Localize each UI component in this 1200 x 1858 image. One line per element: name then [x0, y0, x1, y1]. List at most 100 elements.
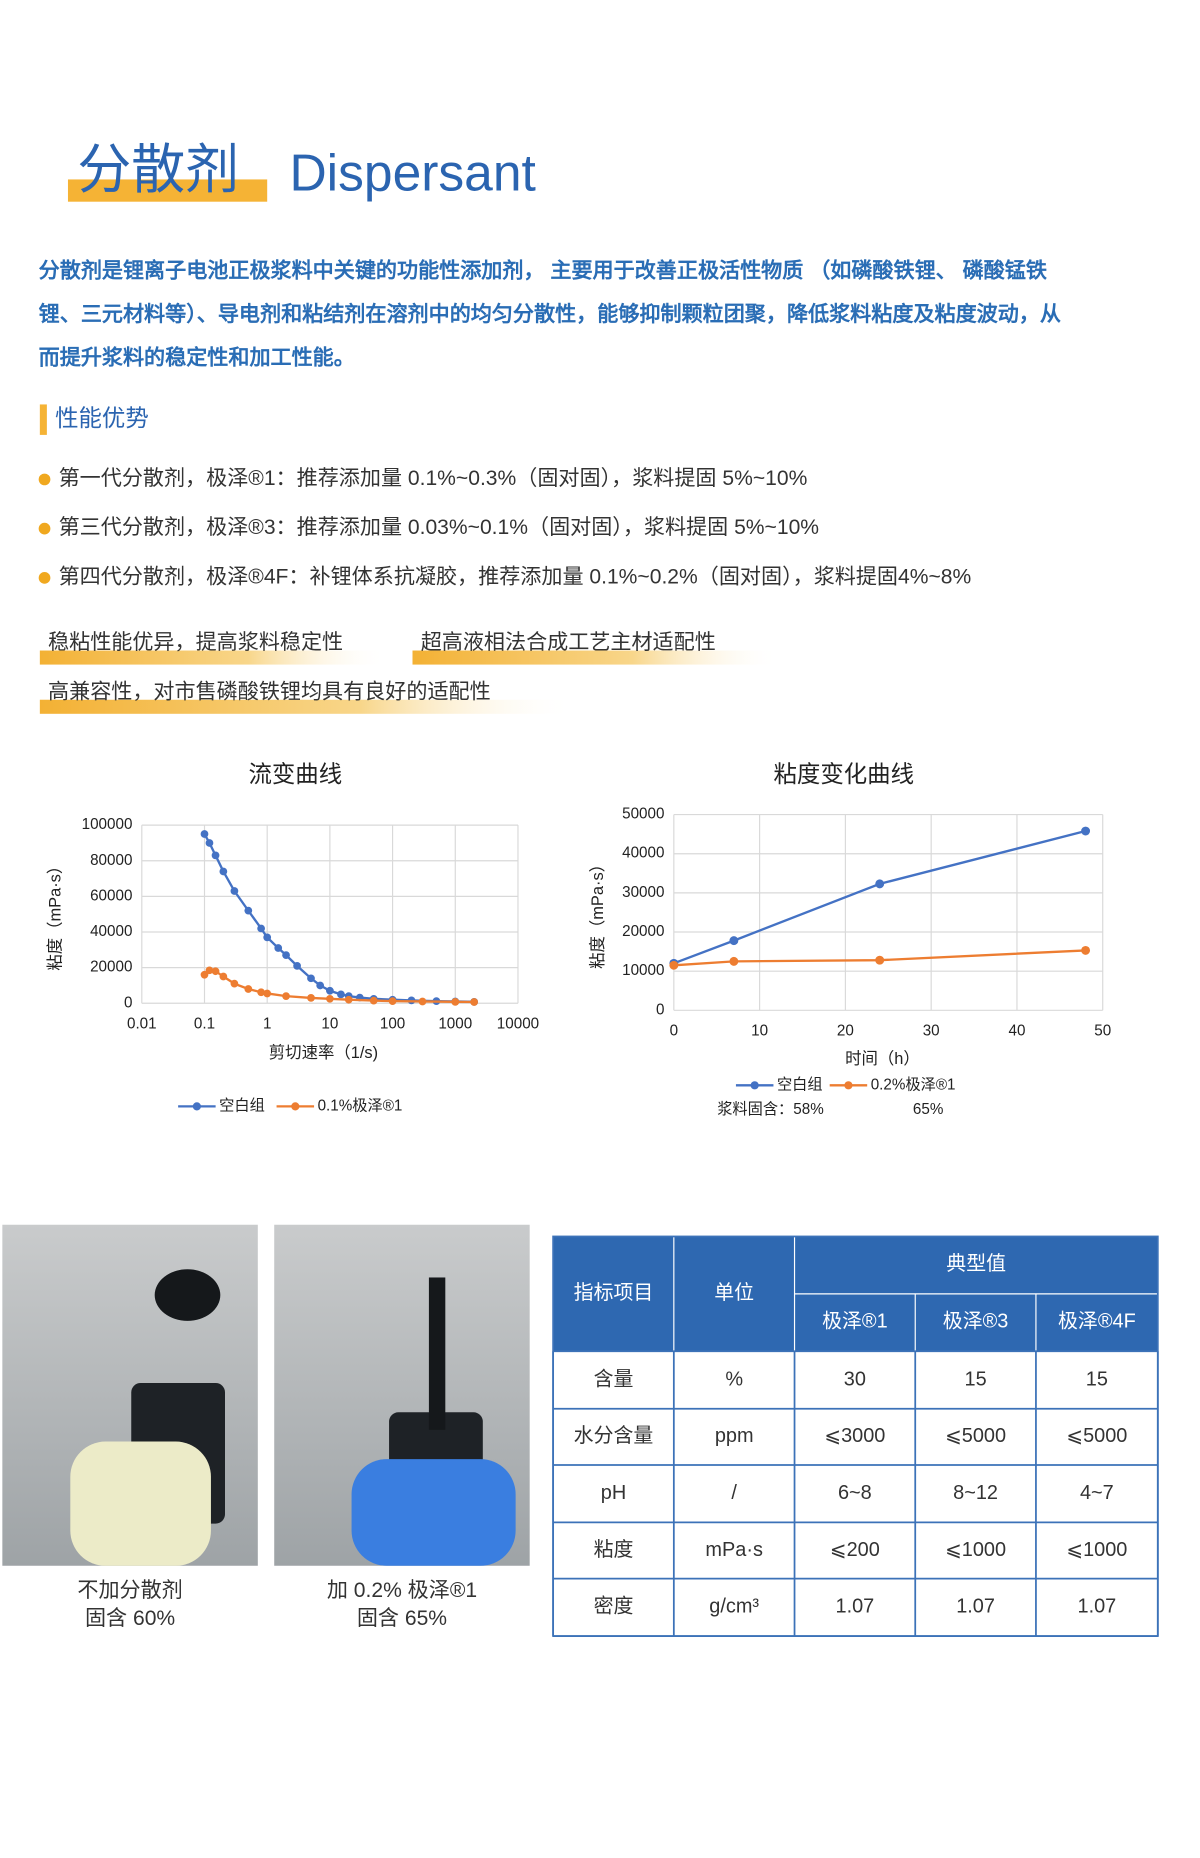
point [369, 996, 378, 1005]
point [293, 961, 301, 970]
x-tick-label: 1 [263, 1015, 271, 1032]
point [1081, 945, 1091, 955]
y-tick-label: 0 [656, 1001, 664, 1018]
point [470, 998, 479, 1006]
point [451, 997, 460, 1006]
table-cell: ⩽5000 [1066, 1425, 1127, 1447]
point [316, 981, 325, 990]
table-cell: 15 [1086, 1368, 1108, 1390]
point [388, 997, 397, 1005]
point [257, 988, 265, 997]
table-cell: ⩽1000 [945, 1539, 1006, 1561]
point [326, 986, 334, 995]
point [337, 990, 345, 999]
table-cell: 4~7 [1080, 1482, 1114, 1504]
table-cell: 30 [844, 1368, 866, 1390]
y-tick-label: 100000 [82, 816, 133, 833]
point [257, 924, 265, 933]
x-tick-label: 10 [321, 1015, 338, 1032]
table-cell: % [725, 1368, 743, 1390]
feature-text: 高兼容性，对市售磷酸铁锂均具有良好的适配性 [48, 679, 491, 703]
point [205, 839, 214, 847]
x-axis-label: 剪切速率（1/s) [269, 1044, 378, 1062]
intro-line: 而提升浆料的稳定性和加工性能。 [39, 344, 355, 369]
x-tick-label: 100 [380, 1015, 405, 1032]
point [274, 944, 283, 952]
table-cell: ⩽1000 [1066, 1539, 1127, 1561]
point [875, 879, 885, 889]
legend-marker [291, 1102, 300, 1111]
x-tick-label: 0 [670, 1022, 678, 1039]
y-tick-label: 40000 [622, 845, 664, 862]
x-tick-label: 50 [1094, 1022, 1111, 1039]
table-cell: ⩽3000 [824, 1425, 885, 1447]
feature-underline [412, 650, 780, 665]
table-cell: 粘度 [594, 1538, 634, 1561]
point [200, 970, 209, 979]
point [211, 967, 220, 976]
photo-left [2, 1224, 258, 1566]
point [344, 995, 353, 1004]
table-subheader: 极泽®4F [1058, 1309, 1136, 1332]
point [244, 985, 253, 993]
title-cn: 分散剂 [77, 140, 239, 200]
legend-label: 空白组 [777, 1076, 823, 1093]
series-line [203, 833, 475, 1004]
point [205, 966, 214, 975]
intro-line: 分散剂是锂离子电池正极浆料中关键的功能性添加剂， 主要用于改善正极活性物质 （如… [39, 258, 1047, 283]
point [211, 851, 220, 860]
feature-text: 稳粘性能优异，提高浆料稳定性 [48, 630, 343, 654]
table-cell: g/cm³ [709, 1596, 759, 1618]
point [200, 830, 209, 838]
table-cell: 8~12 [953, 1482, 998, 1504]
point [219, 867, 228, 876]
x-tick-label: 0.01 [127, 1015, 157, 1032]
table-cell: 15 [965, 1368, 987, 1390]
x-tick-label: 10000 [497, 1015, 539, 1032]
point [263, 989, 272, 998]
photo-caption: 加 0.2% 极泽®1 [327, 1578, 477, 1602]
legend-label: 0.1%极泽®1 [318, 1097, 403, 1114]
annotation: 浆料固含：58% [717, 1100, 824, 1118]
y-tick-label: 30000 [622, 884, 664, 901]
table-header: 单位 [714, 1281, 754, 1304]
bullet-text: 第四代分散剂，极泽®4F：补锂体系抗凝胶，推荐添加量 0.1%~0.2%（固对固… [59, 564, 972, 588]
bullet-dot [38, 473, 51, 486]
chart-title: 粘度变化曲线 [773, 761, 914, 787]
legend-label: 0.2%极泽®1 [871, 1076, 956, 1093]
point [219, 972, 228, 981]
y-axis-label: 粘度（mPa·s） [47, 858, 65, 971]
point [230, 887, 239, 895]
y-tick-label: 20000 [622, 923, 664, 940]
table-cell: 1.07 [956, 1596, 995, 1618]
point [307, 974, 315, 983]
section-title: 性能优势 [55, 405, 149, 431]
point [282, 992, 290, 1000]
point [875, 955, 885, 965]
series-line [673, 829, 1086, 965]
y-tick-label: 40000 [90, 923, 132, 940]
table-cell: 密度 [594, 1595, 634, 1618]
legend-marker [844, 1081, 853, 1090]
annotation: 65% [913, 1101, 943, 1118]
y-tick-label: 80000 [90, 852, 132, 869]
point [307, 994, 315, 1002]
table-cell: ⩽5000 [945, 1425, 1006, 1447]
chart-title: 流变曲线 [248, 761, 342, 787]
point [669, 960, 679, 970]
photo-caption: 固含 65% [357, 1606, 447, 1630]
legend-marker [192, 1102, 201, 1111]
point [418, 997, 427, 1006]
section-bar [39, 404, 47, 435]
x-tick-label: 10 [751, 1022, 768, 1039]
point [244, 906, 253, 915]
photo-caption: 不加分散剂 [77, 1578, 182, 1602]
bullet-dot [38, 522, 51, 535]
legend-label: 空白组 [219, 1097, 265, 1114]
x-tick-label: 20 [837, 1022, 854, 1039]
table-cell: / [731, 1482, 737, 1504]
photo-right [274, 1224, 530, 1566]
series-line [673, 949, 1086, 967]
feature-text: 超高液相法合成工艺主材适配性 [421, 630, 716, 654]
